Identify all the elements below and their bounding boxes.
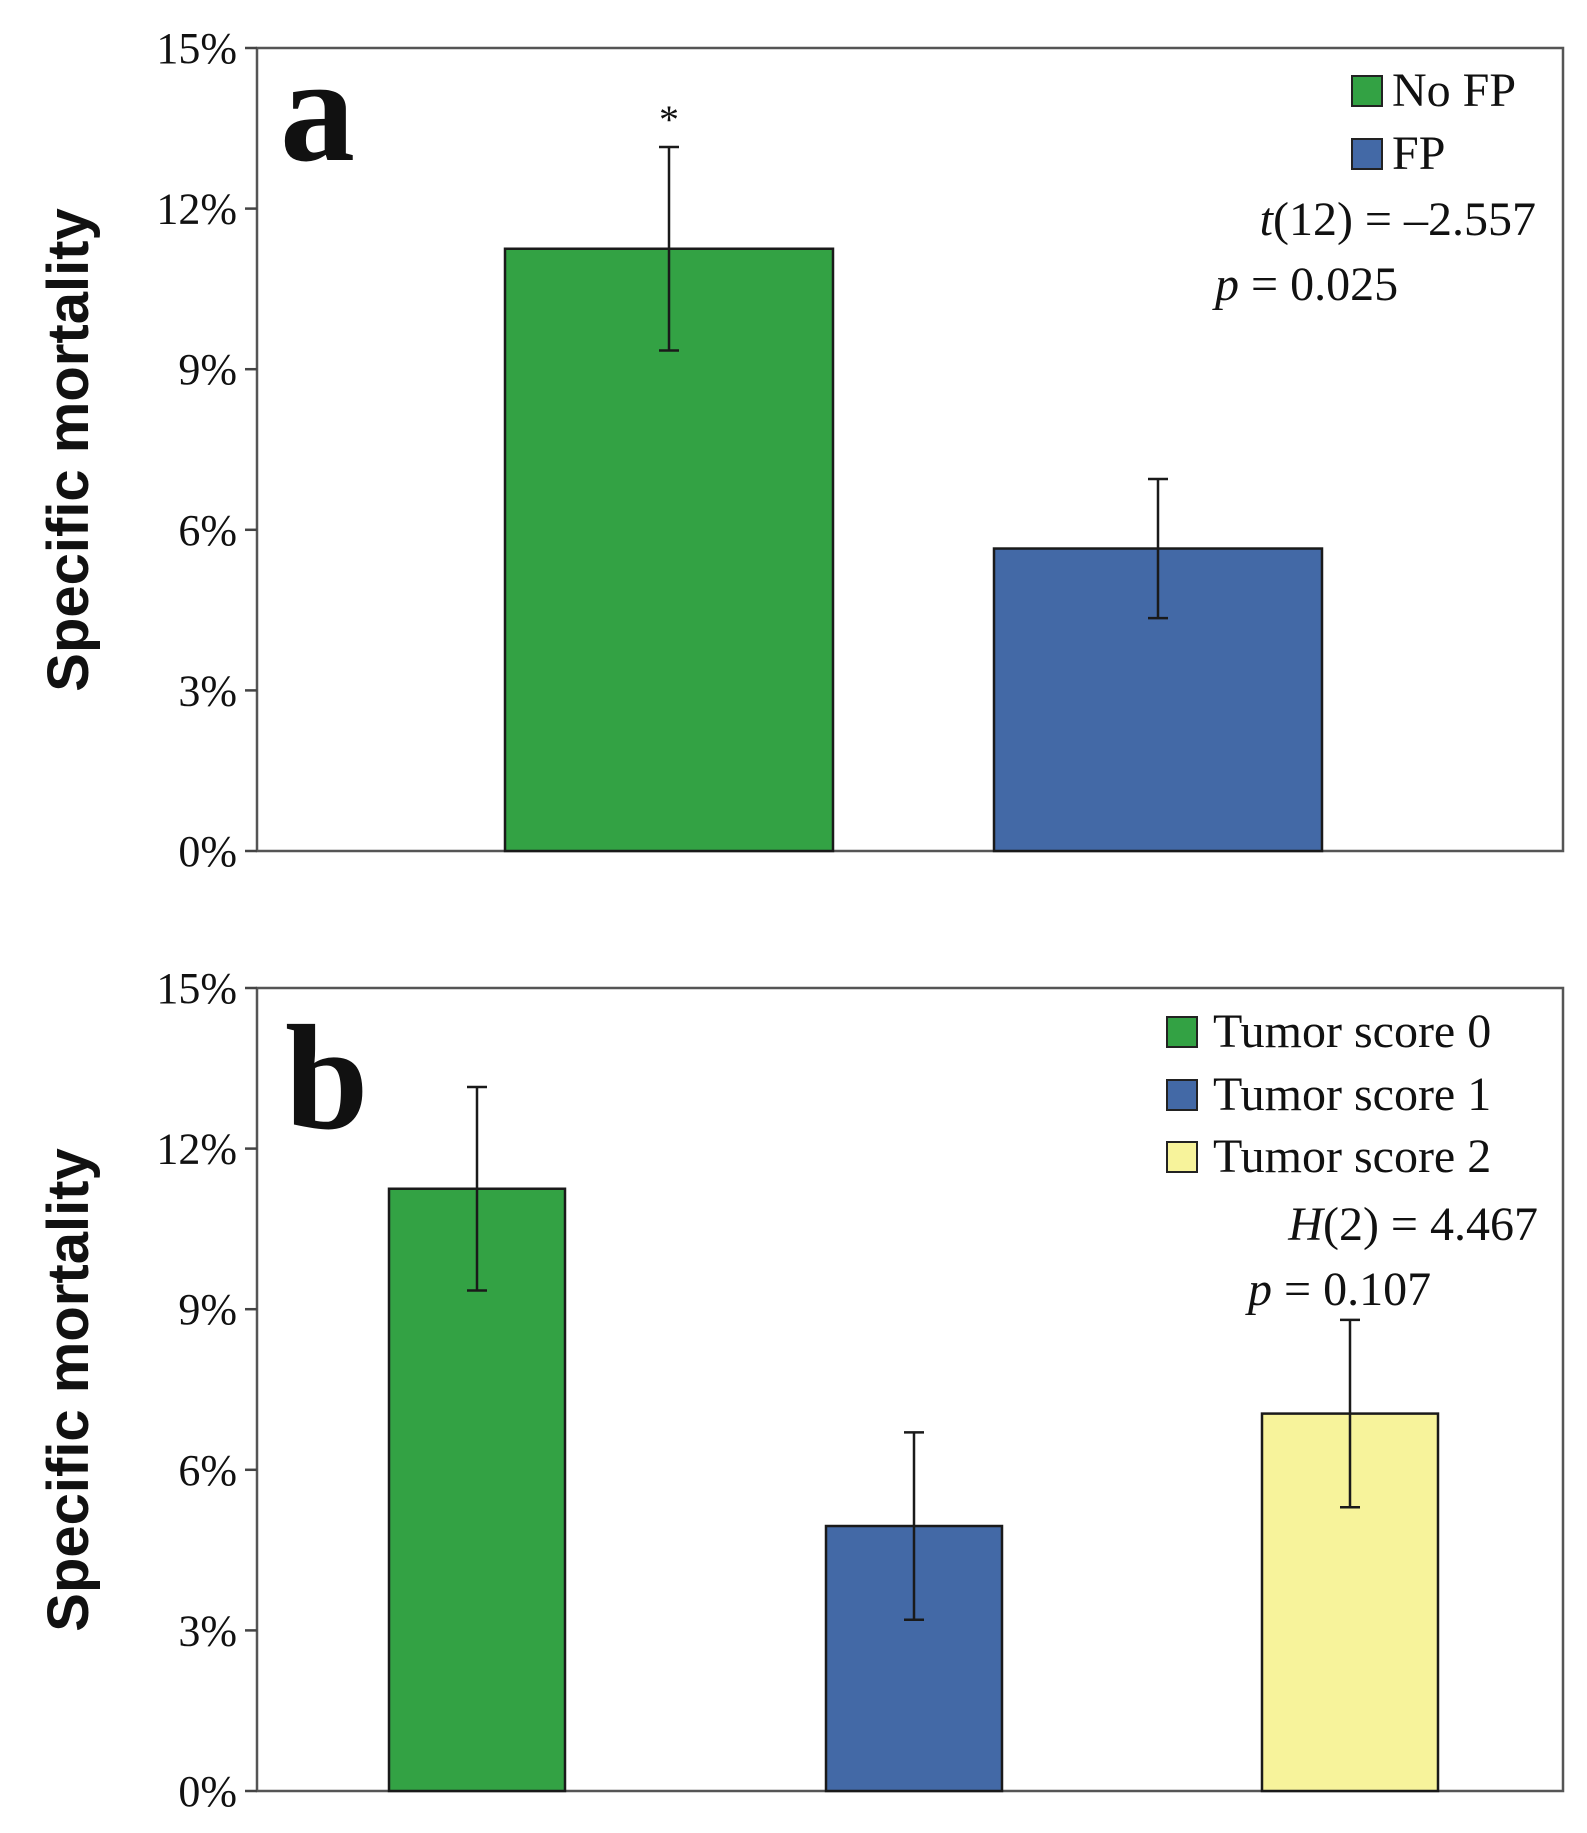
error-bar-no-fp (659, 145, 679, 352)
panel-b: 0% 3% 6% 9% 12% 15% b Specific mortality Tumo… (36, 964, 1565, 1816)
panel-a-y-ticks: 0% 3% 6% 9% 12% 15% (156, 24, 257, 876)
panel-b-h-statistic: H(2) = 4.467 (1287, 1198, 1538, 1251)
y-tick-label: 12% (156, 185, 237, 234)
legend-label-tumor-score-1: Tumor score 1 (1213, 1068, 1491, 1121)
y-tick-label: 15% (156, 24, 237, 73)
y-tick-label: 9% (178, 1285, 237, 1334)
legend-label-no-fp: No FP (1392, 64, 1516, 117)
panel-b-y-ticks: 0% 3% 6% 9% 12% 15% (156, 964, 257, 1816)
y-tick-label: 12% (156, 1125, 237, 1174)
panel-b-bars (387, 1085, 1440, 1793)
panel-a-t-statistic: t(12) = –2.557 (1260, 193, 1536, 246)
panel-a-letter: a (280, 27, 355, 193)
error-bar-tumor-score-2 (1340, 1318, 1360, 1509)
panel-a-significance-marker: * (659, 97, 679, 142)
y-tick-label: 6% (178, 1446, 237, 1495)
y-tick-label: 9% (178, 345, 237, 394)
y-tick-label: 0% (178, 1767, 237, 1816)
legend-label-tumor-score-0: Tumor score 0 (1213, 1005, 1491, 1058)
y-tick-label: 15% (156, 964, 237, 1013)
panel-a-frame (255, 46, 1565, 853)
panel-a-legend: No FP FP (1351, 64, 1516, 180)
legend-swatch-tumor-score-2 (1166, 1141, 1198, 1173)
panel-b-y-axis-label: Specific mortality (36, 1148, 101, 1631)
y-tick-label: 6% (178, 506, 237, 555)
legend-label-tumor-score-2: Tumor score 2 (1213, 1130, 1491, 1183)
y-tick-label: 0% (178, 827, 237, 876)
panel-a: 0% 3% 6% 9% 12% 15% a Specific mortality * No… (36, 24, 1565, 876)
legend-swatch-no-fp (1351, 75, 1383, 107)
panel-a-p-value: p = 0.025 (1212, 258, 1398, 311)
error-bar-tumor-score-1 (904, 1431, 924, 1621)
error-bar-fp (1148, 477, 1168, 620)
legend-swatch-fp (1351, 138, 1383, 170)
panel-a-y-axis-label: Specific mortality (36, 208, 101, 691)
legend-label-fp: FP (1392, 127, 1445, 180)
panel-b-letter: b (285, 995, 368, 1161)
legend-swatch-tumor-score-0 (1166, 1016, 1198, 1048)
y-tick-label: 3% (178, 666, 237, 715)
legend-swatch-tumor-score-1 (1166, 1079, 1198, 1111)
error-bar-tumor-score-0 (467, 1085, 487, 1292)
panel-a-bars (503, 145, 1324, 853)
panel-b-p-value: p = 0.107 (1245, 1263, 1431, 1316)
y-tick-label: 3% (178, 1606, 237, 1655)
panel-b-legend: Tumor score 0 Tumor score 1 Tumor score … (1166, 1005, 1491, 1183)
